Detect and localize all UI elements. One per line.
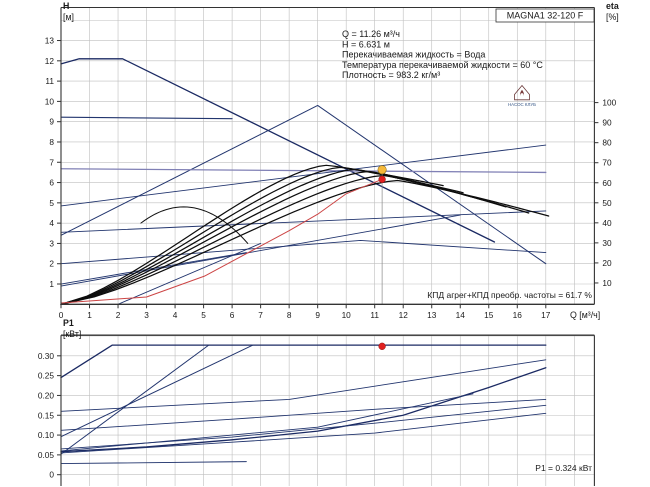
- svg-text:0.25: 0.25: [38, 371, 55, 381]
- svg-text:11: 11: [370, 310, 379, 320]
- svg-text:40: 40: [602, 218, 612, 228]
- svg-text:0.30: 0.30: [38, 351, 55, 361]
- svg-text:70: 70: [602, 158, 612, 168]
- svg-text:3: 3: [144, 310, 149, 320]
- svg-text:1: 1: [87, 310, 92, 320]
- svg-text:80: 80: [602, 138, 612, 148]
- svg-text:2: 2: [116, 310, 121, 320]
- svg-text:10: 10: [602, 278, 612, 288]
- svg-text:14: 14: [456, 310, 466, 320]
- svg-text:0.20: 0.20: [38, 390, 55, 400]
- svg-text:4: 4: [49, 218, 54, 228]
- svg-text:2: 2: [49, 259, 54, 269]
- svg-text:50: 50: [602, 198, 612, 208]
- svg-text:MAGNA1 32-120 F: MAGNA1 32-120 F: [507, 11, 584, 21]
- svg-text:[м]: [м]: [63, 12, 74, 22]
- svg-text:10: 10: [45, 96, 55, 106]
- svg-text:1: 1: [49, 279, 54, 289]
- svg-text:eta: eta: [606, 1, 619, 11]
- svg-text:10: 10: [342, 310, 352, 320]
- svg-text:КПД агрег+КПД преобр. частоты: КПД агрег+КПД преобр. частоты = 61.7 %: [427, 290, 592, 300]
- svg-text:12: 12: [45, 56, 55, 66]
- svg-text:Температура перекачиваемой жид: Температура перекачиваемой жидкости = 60…: [342, 60, 543, 70]
- svg-text:15: 15: [484, 310, 494, 320]
- svg-text:16: 16: [513, 310, 523, 320]
- svg-text:12: 12: [399, 310, 409, 320]
- svg-text:H: H: [63, 1, 69, 11]
- svg-text:Q = 11.26 м³/ч: Q = 11.26 м³/ч: [342, 29, 400, 39]
- svg-text:17: 17: [541, 310, 551, 320]
- svg-text:8: 8: [287, 310, 292, 320]
- svg-text:60: 60: [602, 178, 612, 188]
- svg-text:P1 = 0.324 кВт: P1 = 0.324 кВт: [535, 463, 592, 473]
- svg-text:8: 8: [49, 137, 54, 147]
- svg-text:НАСОС КЛУБ: НАСОС КЛУБ: [508, 102, 536, 107]
- svg-text:0.15: 0.15: [38, 410, 55, 420]
- svg-text:[кВт]: [кВт]: [63, 329, 81, 339]
- svg-text:11: 11: [45, 76, 54, 86]
- svg-text:6: 6: [230, 310, 235, 320]
- svg-text:9: 9: [315, 310, 320, 320]
- svg-text:7: 7: [49, 157, 54, 167]
- svg-text:Плотность = 983.2 кг/м³: Плотность = 983.2 кг/м³: [342, 70, 440, 80]
- svg-text:0.10: 0.10: [38, 430, 55, 440]
- svg-text:13: 13: [427, 310, 437, 320]
- svg-text:[%]: [%]: [606, 12, 619, 22]
- svg-text:P1: P1: [63, 318, 74, 328]
- svg-text:0.05: 0.05: [38, 450, 55, 460]
- svg-text:100: 100: [602, 98, 616, 108]
- svg-text:6: 6: [49, 178, 54, 188]
- svg-text:4: 4: [173, 310, 178, 320]
- svg-text:30: 30: [602, 238, 612, 248]
- svg-text:5: 5: [201, 310, 206, 320]
- svg-text:13: 13: [45, 36, 55, 46]
- svg-text:9: 9: [49, 117, 54, 127]
- svg-text:Q [м³/ч]: Q [м³/ч]: [570, 310, 600, 320]
- svg-text:H = 6.631 м: H = 6.631 м: [342, 39, 390, 49]
- svg-text:0: 0: [49, 470, 54, 480]
- svg-text:90: 90: [602, 118, 612, 128]
- svg-text:5: 5: [49, 198, 54, 208]
- svg-text:Перекачиваемая жидкость = Вода: Перекачиваемая жидкость = Вода: [342, 50, 485, 60]
- svg-text:3: 3: [49, 238, 54, 248]
- svg-text:20: 20: [602, 258, 612, 268]
- svg-text:7: 7: [258, 310, 263, 320]
